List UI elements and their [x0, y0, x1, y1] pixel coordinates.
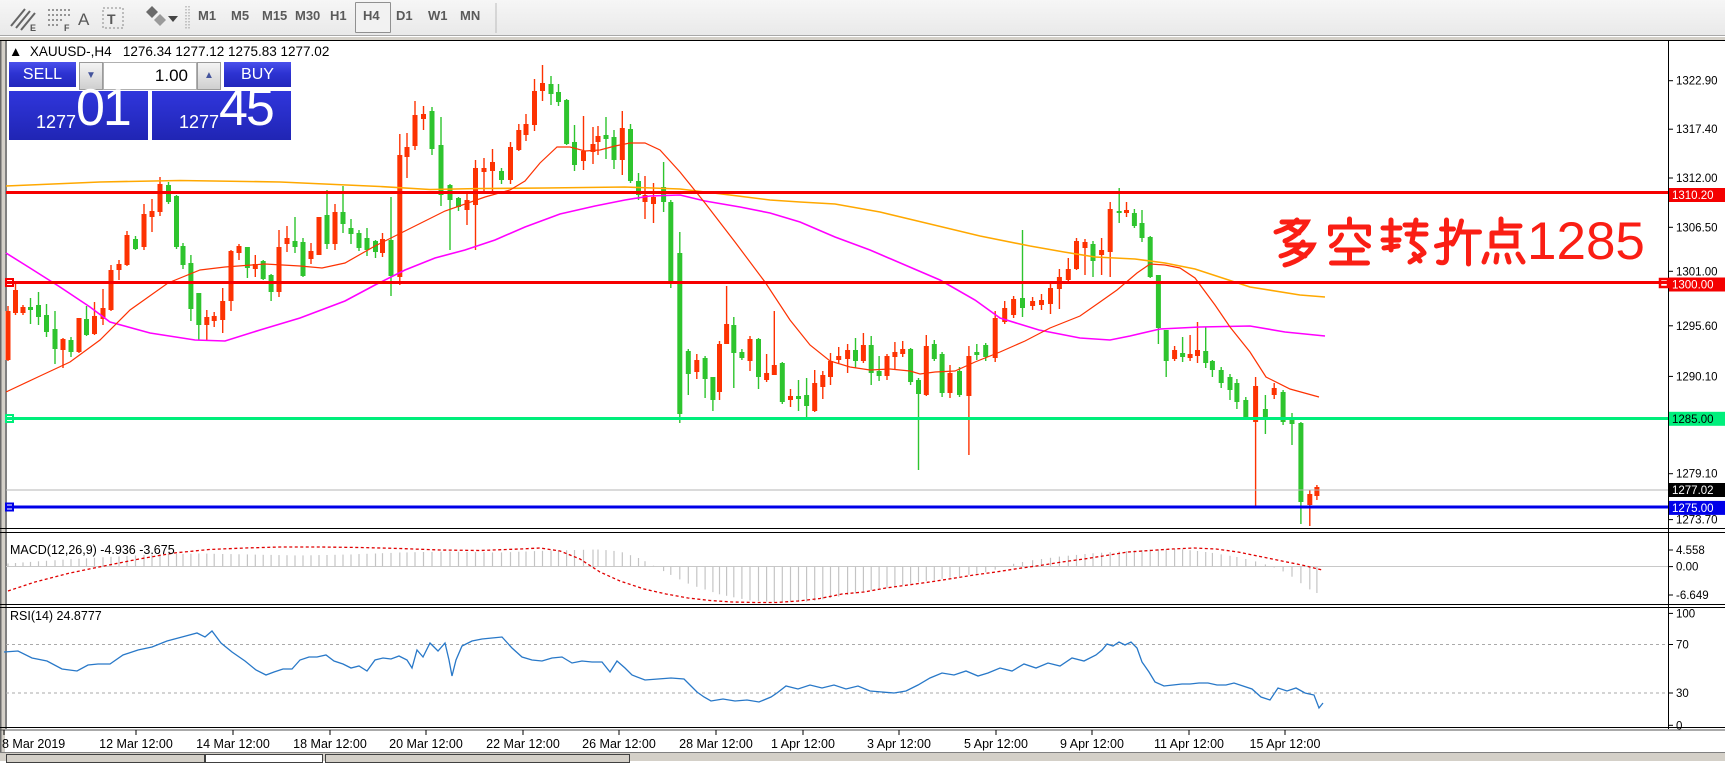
svg-text:12 Mar 12:00: 12 Mar 12:00 — [99, 737, 173, 751]
svg-text:22 Mar 12:00: 22 Mar 12:00 — [486, 737, 560, 751]
svg-text:20 Mar 12:00: 20 Mar 12:00 — [389, 737, 463, 751]
svg-text:1285.00: 1285.00 — [1672, 414, 1714, 426]
svg-text:0.00: 0.00 — [1676, 562, 1698, 574]
svg-text:1322.90: 1322.90 — [1676, 76, 1718, 88]
svg-text:9 Apr 12:00: 9 Apr 12:00 — [1060, 737, 1124, 751]
svg-text:30: 30 — [1676, 688, 1689, 700]
svg-text:1310.20: 1310.20 — [1672, 190, 1714, 202]
svg-text:F: F — [64, 23, 70, 33]
svg-text:1279.10: 1279.10 — [1676, 469, 1718, 481]
svg-text:1317.40: 1317.40 — [1676, 124, 1718, 136]
svg-text:MACD(12,26,9) -4.936 -3.675: MACD(12,26,9) -4.936 -3.675 — [10, 543, 175, 557]
svg-text:T: T — [107, 11, 116, 27]
svg-text:1277.02: 1277.02 — [1672, 485, 1714, 497]
svg-text:26 Mar 12:00: 26 Mar 12:00 — [582, 737, 656, 751]
svg-text:1 Apr 12:00: 1 Apr 12:00 — [771, 737, 835, 751]
svg-text:4.558: 4.558 — [1676, 545, 1705, 557]
svg-text:1301.00: 1301.00 — [1676, 266, 1718, 278]
svg-text:100: 100 — [1676, 608, 1695, 620]
svg-text:-6.649: -6.649 — [1676, 590, 1709, 602]
svg-text:1300.00: 1300.00 — [1672, 280, 1714, 292]
svg-text:1290.10: 1290.10 — [1676, 371, 1718, 383]
svg-text:1273.70: 1273.70 — [1676, 515, 1718, 527]
svg-text:1306.50: 1306.50 — [1676, 222, 1718, 234]
svg-text:0: 0 — [1676, 720, 1682, 732]
svg-text:A: A — [78, 10, 90, 29]
svg-text:1295.60: 1295.60 — [1676, 321, 1718, 333]
svg-text:3 Apr 12:00: 3 Apr 12:00 — [867, 737, 931, 751]
svg-text:1312.00: 1312.00 — [1676, 173, 1718, 185]
svg-text:1285: 1285 — [1527, 212, 1645, 271]
svg-text:28 Mar 12:00: 28 Mar 12:00 — [679, 737, 753, 751]
svg-text:RSI(14) 24.8777: RSI(14) 24.8777 — [10, 609, 102, 623]
svg-text:18 Mar 12:00: 18 Mar 12:00 — [293, 737, 367, 751]
svg-text:15 Apr 12:00: 15 Apr 12:00 — [1250, 737, 1321, 751]
svg-text:8 Mar 2019: 8 Mar 2019 — [2, 737, 65, 751]
svg-text:14 Mar 12:00: 14 Mar 12:00 — [196, 737, 270, 751]
svg-text:11 Apr 12:00: 11 Apr 12:00 — [1154, 737, 1224, 751]
svg-text:1275.00: 1275.00 — [1672, 503, 1714, 515]
svg-text:70: 70 — [1676, 640, 1689, 652]
svg-text:E: E — [30, 23, 36, 33]
svg-text:5 Apr 12:00: 5 Apr 12:00 — [964, 737, 1028, 751]
